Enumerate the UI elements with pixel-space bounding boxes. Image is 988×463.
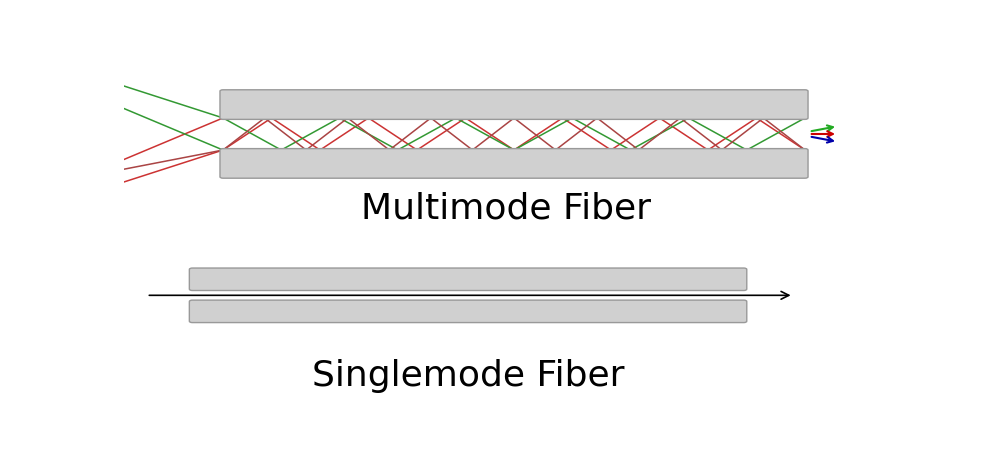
FancyBboxPatch shape: [190, 300, 747, 323]
FancyBboxPatch shape: [190, 268, 747, 290]
Text: Singlemode Fiber: Singlemode Fiber: [312, 359, 624, 394]
Text: Multimode Fiber: Multimode Fiber: [362, 192, 651, 226]
FancyBboxPatch shape: [220, 90, 808, 119]
FancyBboxPatch shape: [220, 149, 808, 178]
